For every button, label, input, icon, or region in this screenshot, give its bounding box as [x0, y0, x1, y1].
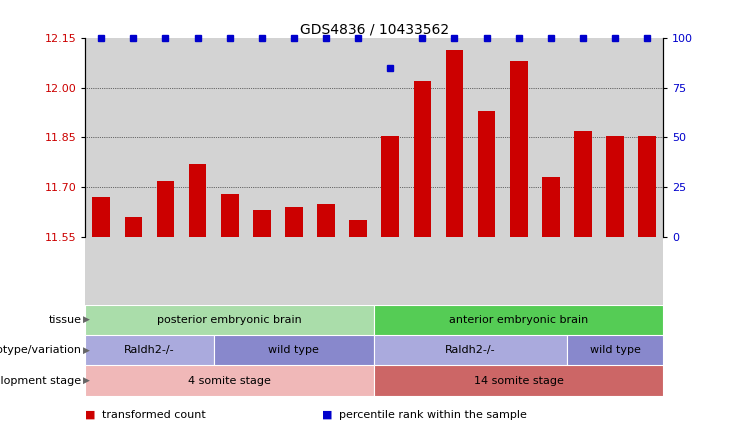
Bar — [124, 217, 142, 237]
Bar — [542, 177, 559, 237]
Bar — [606, 136, 624, 237]
Bar — [93, 197, 110, 237]
Text: ▶: ▶ — [83, 346, 90, 355]
Bar — [349, 220, 367, 237]
Text: development stage: development stage — [0, 376, 82, 386]
Text: posterior embryonic brain: posterior embryonic brain — [157, 315, 302, 325]
Bar — [374, 335, 567, 365]
Text: ■: ■ — [85, 410, 96, 420]
Text: 14 somite stage: 14 somite stage — [473, 376, 564, 386]
Title: GDS4836 / 10433562: GDS4836 / 10433562 — [299, 23, 449, 37]
Text: 4 somite stage: 4 somite stage — [188, 376, 271, 386]
Bar — [85, 305, 374, 335]
Bar — [374, 365, 663, 396]
Bar — [85, 365, 374, 396]
Bar — [317, 204, 335, 237]
Text: wild type: wild type — [268, 345, 319, 355]
Bar — [510, 61, 528, 237]
Bar — [221, 194, 239, 237]
Bar — [156, 181, 174, 237]
Bar — [445, 49, 463, 237]
Bar — [638, 136, 656, 237]
Text: Raldh2-/-: Raldh2-/- — [445, 345, 496, 355]
Bar — [189, 164, 207, 237]
Text: percentile rank within the sample: percentile rank within the sample — [339, 410, 527, 420]
Text: tissue: tissue — [48, 315, 82, 325]
Text: ▶: ▶ — [83, 376, 90, 385]
Text: transformed count: transformed count — [102, 410, 205, 420]
Text: Raldh2-/-: Raldh2-/- — [124, 345, 175, 355]
Bar — [374, 305, 663, 335]
Bar — [478, 111, 496, 237]
Bar — [567, 335, 663, 365]
Bar — [253, 210, 270, 237]
Text: genotype/variation: genotype/variation — [0, 345, 82, 355]
Text: wild type: wild type — [590, 345, 640, 355]
Text: anterior embryonic brain: anterior embryonic brain — [449, 315, 588, 325]
Text: ▶: ▶ — [83, 315, 90, 324]
Text: ■: ■ — [322, 410, 333, 420]
Bar — [574, 131, 592, 237]
Bar — [213, 335, 374, 365]
Bar — [382, 136, 399, 237]
Bar — [413, 81, 431, 237]
Bar — [85, 335, 213, 365]
Bar — [285, 207, 303, 237]
